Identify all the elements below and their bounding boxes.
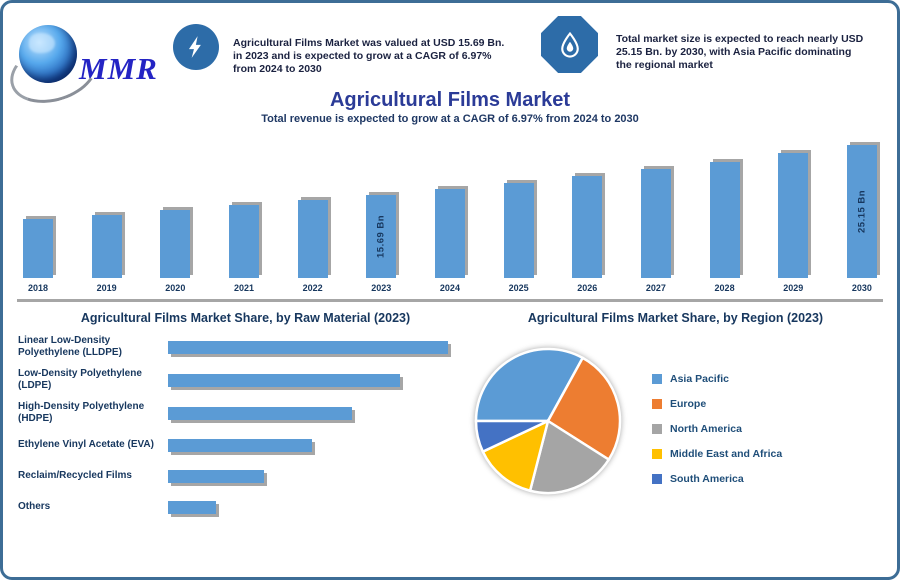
x-axis-year-label: 2028 bbox=[714, 283, 735, 293]
raw-material-bar bbox=[168, 406, 352, 420]
water-drop-badge bbox=[541, 16, 598, 73]
pie-slice bbox=[546, 356, 622, 462]
legend-label: North America bbox=[670, 423, 742, 435]
raw-material-row: Ethylene Vinyl Acetate (EVA) bbox=[18, 434, 473, 456]
lightning-icon bbox=[188, 36, 201, 58]
growth-bar-group: 2028 bbox=[709, 133, 740, 296]
x-axis-year-label: 2027 bbox=[645, 283, 666, 293]
legend-label: South America bbox=[670, 473, 744, 485]
raw-material-bar bbox=[168, 340, 448, 354]
growth-bar bbox=[297, 200, 328, 278]
legend-item: Middle East and Africa bbox=[652, 448, 782, 460]
x-axis-year-label: 2018 bbox=[27, 283, 49, 293]
raw-material-label: Linear Low-Density Polyethylene (LLDPE) bbox=[18, 335, 122, 358]
x-axis-year-label: 2019 bbox=[96, 283, 117, 293]
raw-material-bars: Linear Low-Density Polyethylene (LLDPE) L… bbox=[18, 335, 473, 518]
raw-material-row: High-Density Polyethylene (HDPE) bbox=[18, 401, 473, 425]
pie-slice bbox=[528, 419, 611, 495]
growth-bar-group: 2027 bbox=[640, 133, 671, 296]
raw-material-row: Others bbox=[18, 496, 473, 518]
x-axis-year-label: 2020 bbox=[165, 283, 186, 293]
x-axis-year-label: 2022 bbox=[302, 283, 323, 293]
raw-material-label: High-Density Polyethylene (HDPE) bbox=[18, 401, 145, 424]
legend-color-swatch bbox=[652, 449, 662, 459]
legend-item: North America bbox=[652, 423, 782, 435]
growth-bar: 25.15 Bn bbox=[846, 145, 877, 278]
growth-bar bbox=[572, 176, 603, 278]
globe-icon bbox=[19, 25, 77, 83]
growth-bar bbox=[91, 215, 122, 278]
page-subtitle: Total revenue is expected to grow at a C… bbox=[261, 113, 639, 125]
region-chart: Agricultural Films Market Share, by Regi… bbox=[468, 311, 883, 501]
bar-value-label: 25.15 Bn bbox=[856, 189, 868, 234]
growth-bar: 15.69 Bn bbox=[366, 195, 397, 278]
page-title: Agricultural Films Market bbox=[329, 89, 571, 111]
x-axis-year-label: 2029 bbox=[783, 283, 804, 293]
growth-bar-group: 2024 bbox=[434, 133, 465, 296]
growth-bar-group: 2025 bbox=[503, 133, 534, 296]
x-axis-year-label: 2026 bbox=[577, 283, 598, 293]
growth-bar bbox=[23, 219, 53, 278]
growth-bar-group: 25.15 Bn 2030 bbox=[846, 133, 877, 296]
raw-material-label: Reclaim/Recycled Films bbox=[18, 470, 132, 481]
growth-bar-group: 2029 bbox=[778, 133, 809, 296]
legend-item: South America bbox=[652, 473, 782, 485]
legend-item: Asia Pacific bbox=[652, 373, 782, 385]
growth-bar-group: 2018 bbox=[23, 133, 53, 296]
raw-material-chart: Agricultural Films Market Share, by Raw … bbox=[18, 311, 473, 527]
legend-color-swatch bbox=[652, 474, 662, 484]
raw-material-row: Linear Low-Density Polyethylene (LLDPE) bbox=[18, 335, 473, 359]
growth-bar bbox=[228, 205, 259, 278]
growth-bar-group: 2021 bbox=[228, 133, 259, 296]
growth-bar-group: 2022 bbox=[297, 133, 328, 296]
growth-bar-group: 2020 bbox=[160, 133, 191, 296]
legend-label: Asia Pacific bbox=[670, 373, 729, 385]
region-pie-chart bbox=[474, 347, 622, 495]
growth-bar-group: 2026 bbox=[572, 133, 603, 296]
growth-bar-group: 2019 bbox=[91, 133, 122, 296]
market-growth-bar-chart: 2018 2019 2020 2021 2022 15.69 Bn 2023 2024 2025… bbox=[23, 133, 877, 296]
growth-bar bbox=[503, 183, 534, 278]
header-stat-1: Agricultural Films Market was valued at … bbox=[233, 36, 505, 75]
growth-bar-group: 15.69 Bn 2023 bbox=[366, 133, 397, 296]
bar-value-label: 15.69 Bn bbox=[375, 214, 387, 259]
legend-item: Europe bbox=[652, 398, 782, 410]
raw-material-label: Low-Density Polyethylene (LDPE) bbox=[18, 368, 142, 391]
x-axis-year-label: 2030 bbox=[851, 283, 872, 293]
growth-bar bbox=[640, 169, 671, 278]
legend-color-swatch bbox=[652, 399, 662, 409]
pie-slice bbox=[474, 347, 585, 423]
region-chart-title: Agricultural Films Market Share, by Regi… bbox=[527, 311, 824, 325]
pie-slice bbox=[474, 419, 549, 454]
growth-bar bbox=[160, 210, 191, 278]
lightning-badge bbox=[173, 24, 219, 70]
section-divider bbox=[17, 299, 883, 302]
raw-material-bar bbox=[168, 469, 264, 483]
growth-bar bbox=[434, 189, 465, 278]
raw-material-bar bbox=[168, 438, 312, 452]
raw-material-row: Low-Density Polyethylene (LDPE) bbox=[18, 368, 473, 392]
x-axis-year-label: 2024 bbox=[439, 283, 460, 293]
legend-color-swatch bbox=[652, 374, 662, 384]
raw-material-chart-title: Agricultural Films Market Share, by Raw … bbox=[80, 311, 411, 325]
x-axis-year-label: 2025 bbox=[508, 283, 529, 293]
mmr-logo: MMR bbox=[19, 15, 169, 84]
x-axis-year-label: 2021 bbox=[233, 283, 254, 293]
raw-material-row: Reclaim/Recycled Films bbox=[18, 465, 473, 487]
growth-bar bbox=[709, 162, 740, 278]
raw-material-label: Others bbox=[18, 501, 51, 512]
legend-label: Europe bbox=[670, 398, 707, 410]
raw-material-label: Ethylene Vinyl Acetate (EVA) bbox=[18, 439, 154, 450]
region-legend: Asia Pacific Europe North America Middle Ea… bbox=[652, 335, 782, 501]
water-drop-icon bbox=[560, 31, 579, 57]
legend-label: Middle East and Africa bbox=[670, 448, 783, 460]
x-axis-year-label: 2023 bbox=[371, 283, 392, 293]
growth-bar bbox=[778, 153, 809, 278]
raw-material-bar bbox=[168, 373, 400, 387]
raw-material-bar bbox=[168, 500, 216, 514]
legend-color-swatch bbox=[652, 424, 662, 434]
header-stat-2: Total market size is expected to reach n… bbox=[616, 32, 864, 71]
